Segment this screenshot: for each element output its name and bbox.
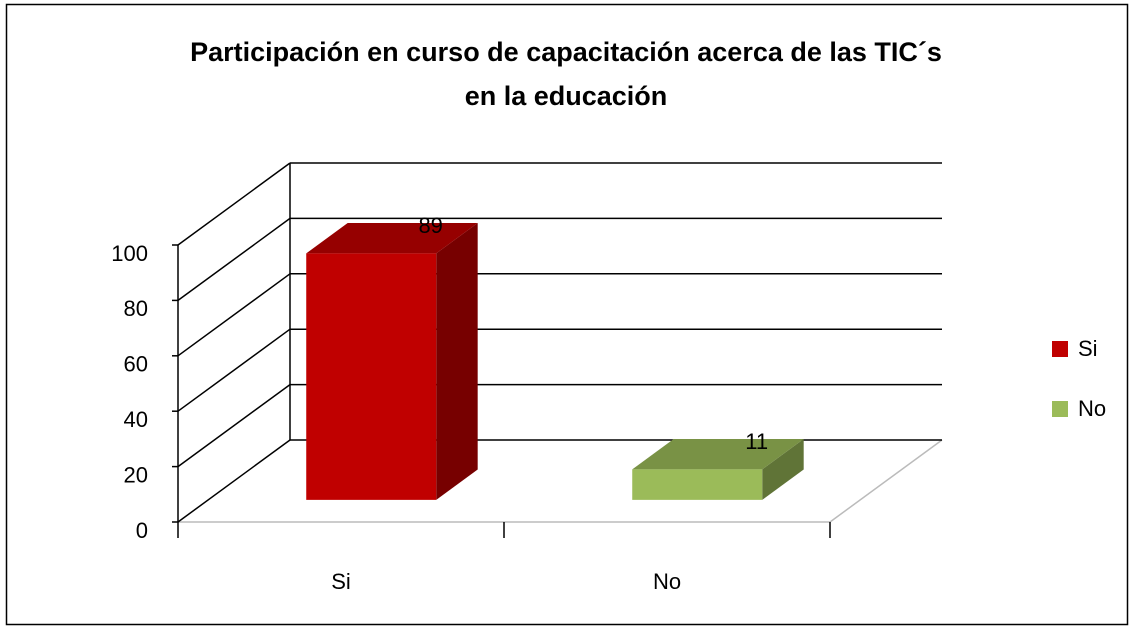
- grid-line: [177, 439, 291, 523]
- bar: [632, 469, 763, 500]
- y-tick-label: 100: [111, 241, 148, 266]
- data-label: 89: [418, 213, 442, 238]
- y-tick-label: 40: [124, 407, 148, 432]
- bar-top: [632, 439, 804, 470]
- bar-side: [762, 439, 804, 500]
- bar: [306, 253, 437, 500]
- grid-line: [177, 217, 291, 302]
- grid-line: [177, 328, 291, 412]
- grid-line: [177, 383, 291, 468]
- chart-border: [5, 3, 1129, 626]
- x-tick-label: Si: [331, 569, 351, 594]
- legend-label: No: [1078, 396, 1106, 421]
- chart-title: Participación en curso de capacitación a…: [190, 37, 942, 111]
- y-tick-label: 20: [124, 462, 148, 487]
- legend-swatch: [1052, 341, 1068, 357]
- x-tick-label: No: [653, 569, 681, 594]
- legend-label: Si: [1078, 336, 1098, 361]
- grid-line: [177, 273, 291, 357]
- grid-line: [177, 162, 291, 246]
- y-tick-label: 0: [136, 518, 148, 543]
- y-tick-label: 60: [124, 352, 148, 377]
- legend-swatch: [1052, 401, 1068, 417]
- y-tick-label: 80: [124, 296, 148, 321]
- bar-top: [306, 222, 478, 254]
- floor-right: [829, 439, 943, 523]
- bar-side: [436, 222, 478, 500]
- data-label: 11: [745, 429, 768, 454]
